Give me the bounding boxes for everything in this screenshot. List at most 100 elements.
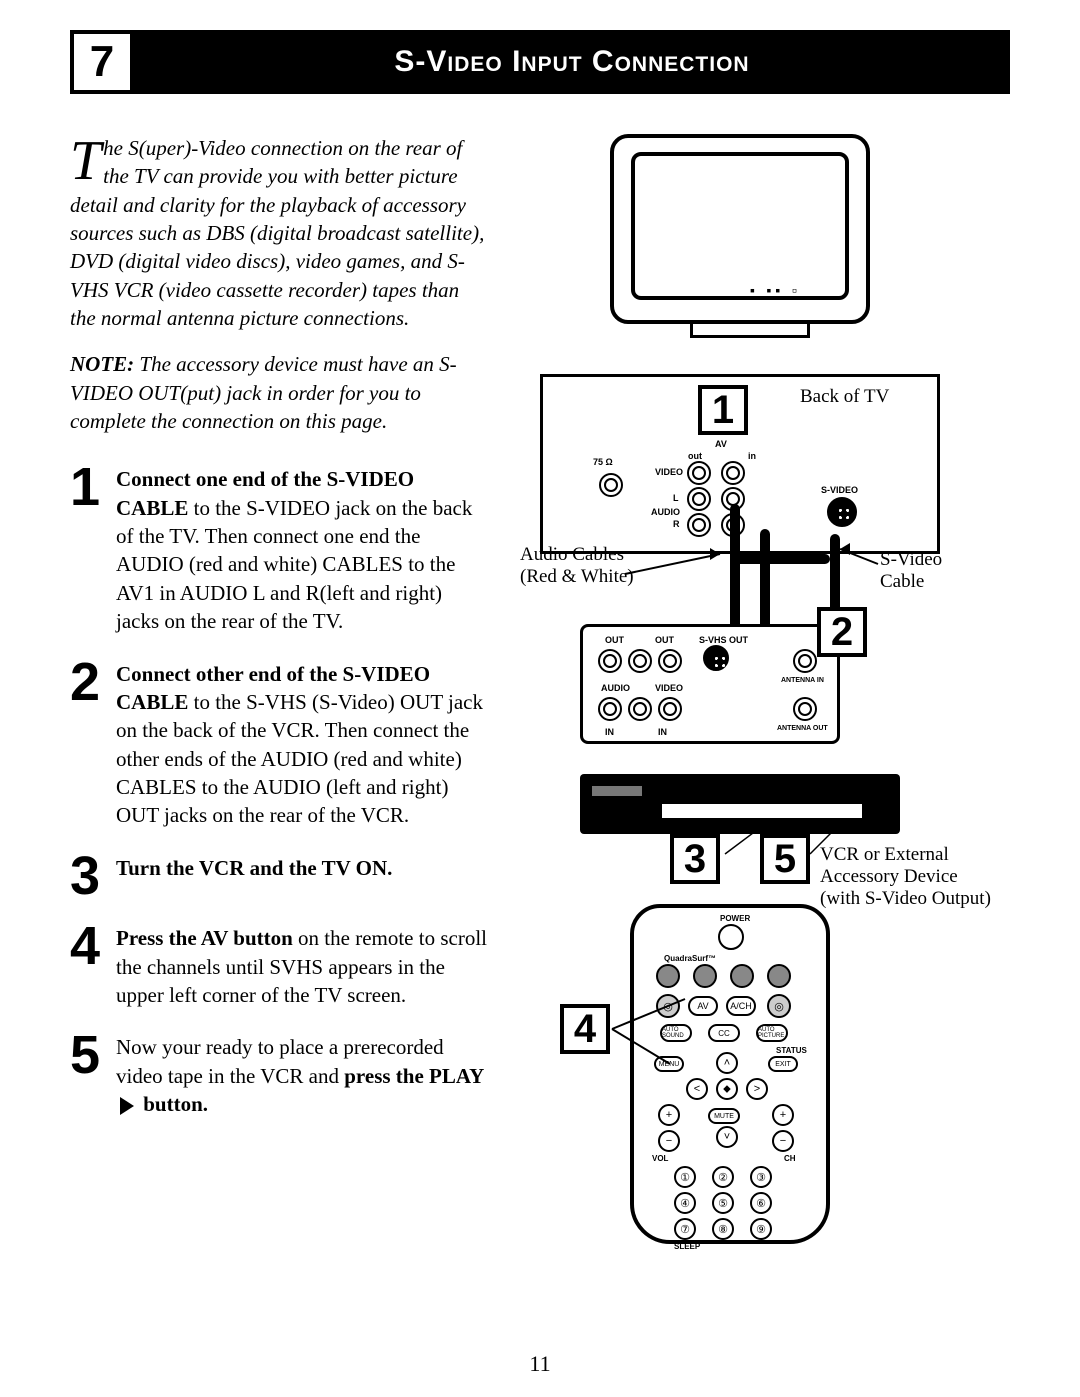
vol-down: − (658, 1130, 680, 1152)
step-3: 3 Turn the VCR and the TV ON. (70, 852, 490, 901)
step-number: 5 (70, 1031, 116, 1118)
cable-audio-l (730, 504, 740, 644)
mute-button: MUTE (708, 1108, 740, 1124)
video-out-jack (687, 461, 711, 485)
num-8: ⑧ (712, 1218, 734, 1240)
autopic-button: AUTO PICTURE (756, 1024, 788, 1042)
label-status: STATUS (776, 1046, 807, 1055)
step-4: 4 Press the AV button on the remote to s… (70, 922, 490, 1009)
sw-ant-in (793, 649, 817, 673)
num-7: ⑦ (674, 1218, 696, 1240)
spiral-button: ◎ (656, 994, 680, 1018)
label-sw-video: VIDEO (655, 683, 683, 693)
label-svideo: S-VIDEO (821, 485, 858, 495)
exit-button: EXIT (768, 1056, 798, 1072)
step-text: Turn the VCR and the TV ON. (116, 852, 392, 901)
sw-jack (598, 697, 622, 721)
diagram-callout-5: 5 (760, 834, 810, 884)
sw-jack (658, 649, 682, 673)
label-l: L (673, 493, 679, 503)
spiral-button: ◎ (767, 994, 791, 1018)
label-sw-audio: AUDIO (601, 683, 630, 693)
label-power: POWER (720, 914, 750, 923)
svideo-cable-label: S-VideoCable (880, 549, 942, 593)
sw-svhs-jack (703, 645, 729, 671)
audio-l-out-jack (687, 487, 711, 511)
step-text: Now your ready to place a prerecorded vi… (116, 1031, 490, 1118)
menu-button: MENU (654, 1056, 684, 1072)
section-header: 7 S-Video Input Connection (70, 30, 1010, 94)
power-button (718, 924, 744, 950)
intro-paragraph: The S(uper)-Video connection on the rear… (70, 134, 490, 332)
step-number: 2 (70, 658, 116, 830)
back-of-tv-label: Back of TV (800, 386, 889, 408)
sw-jack (628, 697, 652, 721)
connection-diagram: ▪ ▪▪ ▫ 1 75 Ω AV out in VIDEO L AUDIO R (520, 134, 1010, 1214)
down-button: ˅ (716, 1126, 738, 1148)
sw-jack (598, 649, 622, 673)
step-text: Connect one end of the S-VIDEO CABLE to … (116, 463, 490, 635)
section-title: S-Video Input Connection (134, 30, 1010, 94)
diagram-callout-4: 4 (560, 1004, 610, 1054)
num-3: ③ (750, 1166, 772, 1188)
label-sw-out2: OUT (655, 635, 674, 645)
audio-cables-label: Audio Cables(Red & White) (520, 544, 634, 588)
step-number: 3 (70, 852, 116, 901)
label-quadrasurf: QuadraSurf™ (664, 954, 716, 963)
label-sw-in: IN (605, 727, 614, 737)
label-in: in (748, 451, 756, 461)
play-icon (120, 1097, 134, 1115)
up-button: ˄ (716, 1052, 738, 1074)
label-sleep: SLEEP (674, 1242, 700, 1251)
num-9: ⑨ (750, 1218, 772, 1240)
step-number: 1 (70, 463, 116, 635)
label-out: out (688, 451, 702, 461)
right-button: ˃ (746, 1078, 768, 1100)
vol-up: + (658, 1104, 680, 1126)
cable-bend (730, 554, 830, 564)
sw-jack (628, 649, 652, 673)
label-ant-out: ANTENNA OUT (777, 725, 828, 732)
label-75ohm: 75 Ω (593, 457, 613, 467)
vcr-back-panel: 2 OUT OUT S-VHS OUT ANTENNA IN AUDIO VID… (580, 624, 840, 744)
page-content: The S(uper)-Video connection on the rear… (70, 134, 1010, 1214)
step-number: 4 (70, 922, 116, 1009)
label-ch: CH (784, 1154, 796, 1163)
step-text: Connect other end of the S-VIDEO CABLE t… (116, 658, 490, 830)
ok-button: ⬥ (716, 1078, 738, 1100)
note-label: NOTE: (70, 352, 134, 376)
diagram-callout-2: 2 (817, 607, 867, 657)
ch-down: − (772, 1130, 794, 1152)
label-sw-svhs: S-VHS OUT (699, 635, 748, 645)
left-button: ˂ (686, 1078, 708, 1100)
num-2: ② (712, 1166, 734, 1188)
section-number-box: 7 (70, 30, 134, 94)
diagram-callout-1: 1 (698, 385, 748, 435)
vcr-illustration (580, 774, 900, 834)
diagram-column: ▪ ▪▪ ▫ 1 75 Ω AV out in VIDEO L AUDIO R (520, 134, 1010, 1214)
svideo-jack (827, 497, 857, 527)
remote-illustration: POWER QuadraSurf™ ◎ AV A/CH ◎ AUTO SOUND… (630, 904, 830, 1244)
label-vol: VOL (652, 1154, 668, 1163)
page-number: 11 (529, 1351, 550, 1377)
ach-button: A/CH (726, 996, 756, 1016)
tv-illustration: ▪ ▪▪ ▫ (600, 134, 880, 344)
steps-list: 1 Connect one end of the S-VIDEO CABLE t… (70, 463, 490, 1118)
video-in-jack (721, 461, 745, 485)
intro-text: he S(uper)-Video connection on the rear … (70, 136, 484, 330)
quadra-button (656, 964, 680, 988)
step-1: 1 Connect one end of the S-VIDEO CABLE t… (70, 463, 490, 635)
dropcap: T (70, 134, 103, 186)
label-ant-in: ANTENNA IN (781, 677, 824, 684)
vcr-label: VCR or External Accessory Device (with S… (820, 844, 991, 910)
step-2: 2 Connect other end of the S-VIDEO CABLE… (70, 658, 490, 830)
quadra-button (693, 964, 717, 988)
sw-jack (658, 697, 682, 721)
label-av: AV (715, 439, 727, 449)
quadra-button (730, 964, 754, 988)
num-1: ① (674, 1166, 696, 1188)
num-6: ⑥ (750, 1192, 772, 1214)
quadra-button (767, 964, 791, 988)
autosound-button: AUTO SOUND (660, 1024, 692, 1042)
label-audio: AUDIO (651, 507, 680, 517)
